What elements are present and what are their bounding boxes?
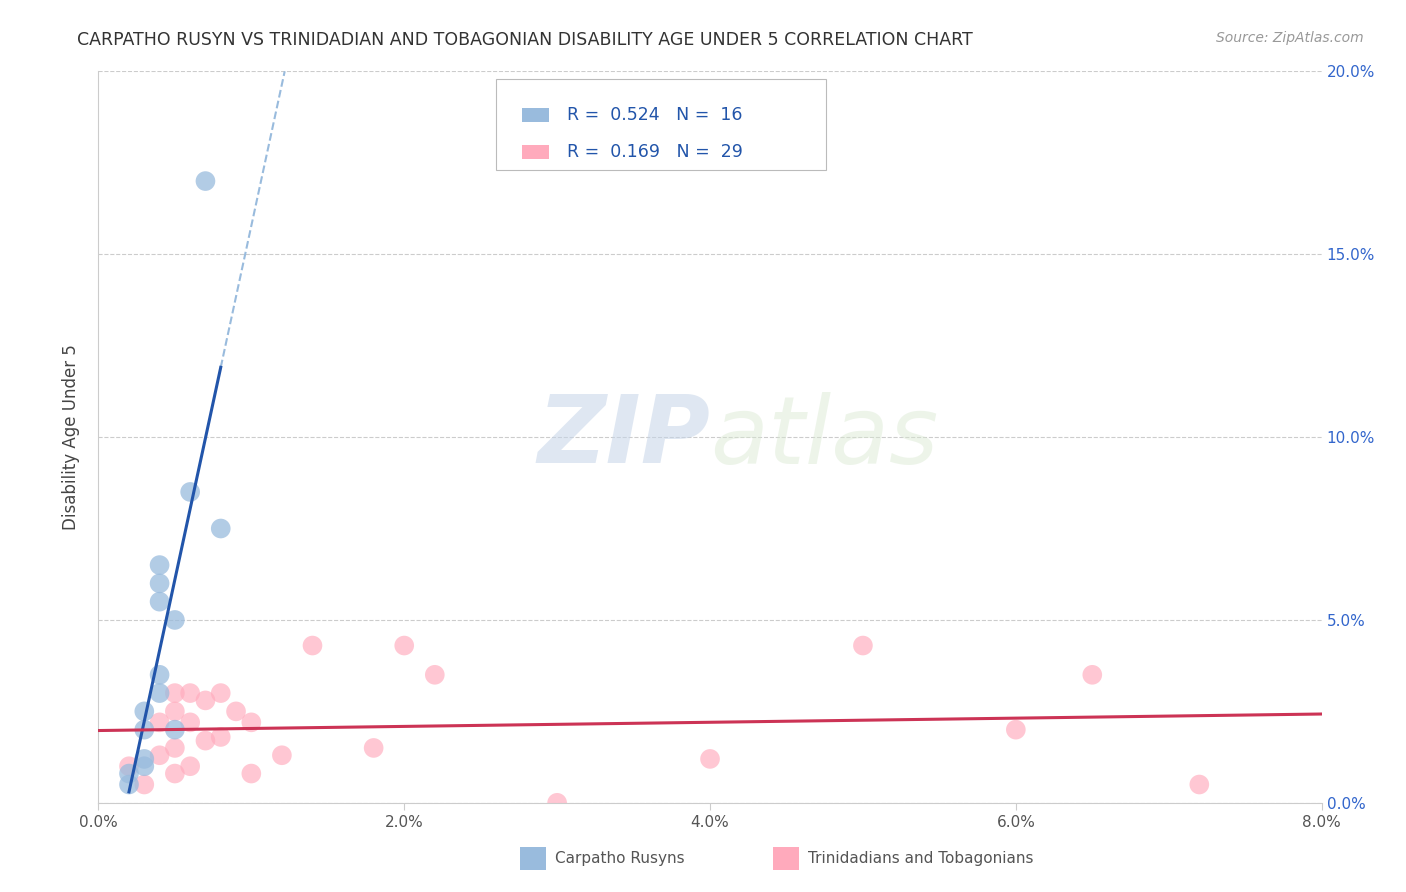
Point xyxy=(392,639,416,653)
Text: CARPATHO RUSYN VS TRINIDADIAN AND TOBAGONIAN DISABILITY AGE UNDER 5 CORRELATION : CARPATHO RUSYN VS TRINIDADIAN AND TOBAGO… xyxy=(77,31,973,49)
Point xyxy=(301,639,323,653)
Text: R =  0.169   N =  29: R = 0.169 N = 29 xyxy=(567,143,742,161)
Point xyxy=(149,686,172,700)
Point xyxy=(149,715,172,730)
Point xyxy=(194,174,217,188)
Point xyxy=(134,723,156,737)
Point xyxy=(852,639,875,653)
Point xyxy=(194,693,217,707)
Point xyxy=(134,778,156,792)
Point xyxy=(163,613,186,627)
Point xyxy=(149,594,172,608)
Point xyxy=(163,686,186,700)
Text: Trinidadians and Tobagonians: Trinidadians and Tobagonians xyxy=(808,851,1033,866)
Point xyxy=(149,748,172,763)
Text: ZIP: ZIP xyxy=(537,391,710,483)
Point xyxy=(209,686,232,700)
Text: Source: ZipAtlas.com: Source: ZipAtlas.com xyxy=(1216,31,1364,45)
Point xyxy=(179,686,201,700)
Bar xyxy=(522,145,548,160)
Point xyxy=(149,667,172,681)
Point xyxy=(240,715,263,730)
Point xyxy=(163,723,186,737)
Point xyxy=(546,796,568,810)
Point xyxy=(118,759,141,773)
Y-axis label: Disability Age Under 5: Disability Age Under 5 xyxy=(62,344,80,530)
Point xyxy=(118,778,141,792)
Point xyxy=(149,576,172,591)
Point xyxy=(209,730,232,744)
Point xyxy=(179,715,201,730)
FancyBboxPatch shape xyxy=(496,78,827,170)
Point xyxy=(194,733,217,747)
Point xyxy=(149,558,172,573)
Point xyxy=(163,766,186,780)
Point xyxy=(209,521,232,535)
Point xyxy=(270,748,294,763)
Point xyxy=(134,759,156,773)
Point xyxy=(179,485,201,500)
Point xyxy=(134,705,156,719)
Point xyxy=(225,705,247,719)
Bar xyxy=(522,108,548,122)
Text: atlas: atlas xyxy=(710,392,938,483)
Point xyxy=(1188,778,1211,792)
Point xyxy=(179,759,201,773)
Point xyxy=(1081,667,1104,681)
Point xyxy=(163,705,186,719)
Point xyxy=(1004,723,1026,737)
Point xyxy=(240,766,263,780)
Point xyxy=(118,766,141,780)
Point xyxy=(163,740,186,755)
Point xyxy=(699,752,721,766)
Text: R =  0.524   N =  16: R = 0.524 N = 16 xyxy=(567,106,742,124)
Point xyxy=(423,667,446,681)
Point xyxy=(363,740,385,755)
Text: Carpatho Rusyns: Carpatho Rusyns xyxy=(555,851,685,866)
Point xyxy=(134,752,156,766)
